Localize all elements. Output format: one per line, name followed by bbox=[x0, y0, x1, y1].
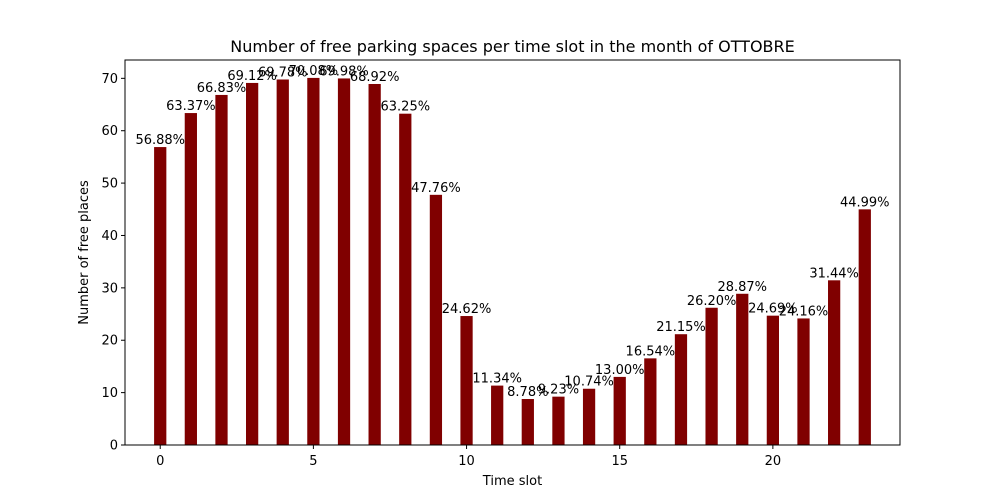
chart-title: Number of free parking spaces per time s… bbox=[230, 37, 795, 56]
data-labels-group: 56.88% 63.37% 66.83%69.12%69.78%70.08%69.9… bbox=[135, 64, 889, 400]
data-label-slot-16: 16.54% bbox=[626, 344, 676, 359]
data-label-slot-5: 70.08% bbox=[289, 64, 339, 79]
y-tick-label-50: 50 bbox=[101, 177, 118, 192]
x-tick-label-5: 5 bbox=[309, 454, 317, 469]
y-tick-label-40: 40 bbox=[101, 229, 118, 244]
bar-slot-7 bbox=[368, 83, 381, 446]
data-label-slot-2: 66.83% bbox=[197, 81, 247, 96]
bar-slot-11 bbox=[491, 385, 504, 445]
bar-slot-10 bbox=[460, 316, 473, 445]
bar-slot-2 bbox=[215, 94, 228, 445]
data-label-slot-9: 47.76% bbox=[411, 181, 461, 196]
y-axis-ticks: 0 10 20 30 40 50 60 70 bbox=[101, 72, 125, 454]
x-axis-ticks: 0 5 10 15 20 bbox=[156, 445, 781, 469]
data-label-slot-14: 10.74% bbox=[564, 375, 614, 390]
bar-slot-23 bbox=[858, 209, 871, 445]
data-label-slot-20: 24.69% bbox=[748, 302, 798, 317]
bar-slot-9 bbox=[429, 194, 443, 445]
data-label-slot-17: 21.15% bbox=[656, 320, 706, 335]
bar-slot-0 bbox=[154, 147, 167, 445]
data-label-slot-1: 63.37% bbox=[166, 99, 216, 114]
data-label-slot-23: 44.99% bbox=[840, 195, 890, 210]
plot-frame bbox=[124, 59, 901, 446]
bar-slot-16 bbox=[644, 358, 657, 445]
bar-slot-8 bbox=[399, 113, 412, 445]
bar-slot-17 bbox=[674, 334, 688, 445]
x-tick-label-0: 0 bbox=[156, 454, 164, 469]
x-tick-label-20: 20 bbox=[765, 454, 782, 469]
y-tick-label-30: 30 bbox=[101, 281, 118, 296]
data-label-slot-11: 11.34% bbox=[472, 372, 522, 387]
data-label-slot-18: 26.20% bbox=[687, 294, 737, 309]
y-axis-label: Number of free places bbox=[77, 180, 92, 325]
data-label-slot-4: 69.78% bbox=[258, 65, 308, 80]
bar-slot-21 bbox=[797, 318, 810, 445]
y-tick-label-10: 10 bbox=[101, 386, 118, 401]
data-label-slot-22: 31.44% bbox=[809, 266, 859, 281]
bar-slot-4 bbox=[276, 79, 289, 446]
bar-slot-14 bbox=[582, 388, 596, 445]
data-label-slot-10: 24.62% bbox=[442, 302, 492, 317]
bars-group bbox=[154, 77, 871, 446]
bar-slot-5 bbox=[307, 77, 320, 445]
bar-slot-18 bbox=[705, 307, 718, 445]
bar-slot-1 bbox=[184, 113, 197, 445]
data-label-slot-15: 13.00% bbox=[595, 363, 645, 378]
data-label-slot-13: 9.23% bbox=[538, 383, 579, 398]
data-label-slot-12: 8.78% bbox=[507, 385, 548, 400]
bar-slot-22 bbox=[828, 280, 841, 445]
data-label-slot-7: 68.92% bbox=[350, 70, 400, 85]
data-label-slot-3: 69.12% bbox=[227, 69, 277, 84]
data-label-slot-21: 24.16% bbox=[779, 304, 829, 319]
bar-slot-20 bbox=[766, 315, 779, 445]
y-tick-label-60: 60 bbox=[101, 124, 118, 139]
bar-slot-12 bbox=[521, 399, 534, 445]
bar-slot-15 bbox=[613, 376, 626, 445]
x-tick-label-10: 10 bbox=[458, 454, 475, 469]
data-label-slot-6: 69.98% bbox=[319, 64, 369, 79]
data-label-slot-19: 28.87% bbox=[717, 280, 767, 295]
bar-slot-6 bbox=[337, 78, 351, 445]
bar-slot-19 bbox=[736, 293, 749, 445]
x-tick-label-15: 15 bbox=[611, 454, 628, 469]
y-tick-label-0: 0 bbox=[110, 439, 118, 454]
bar-slot-13 bbox=[552, 396, 565, 445]
y-tick-label-20: 20 bbox=[101, 334, 118, 349]
y-tick-label-70: 70 bbox=[101, 72, 118, 87]
data-label-slot-8: 63.25% bbox=[381, 100, 431, 115]
data-label-slot-0: 56.88% bbox=[135, 133, 185, 148]
x-axis-label: Time slot bbox=[482, 474, 542, 489]
bar-slot-3 bbox=[246, 82, 259, 445]
